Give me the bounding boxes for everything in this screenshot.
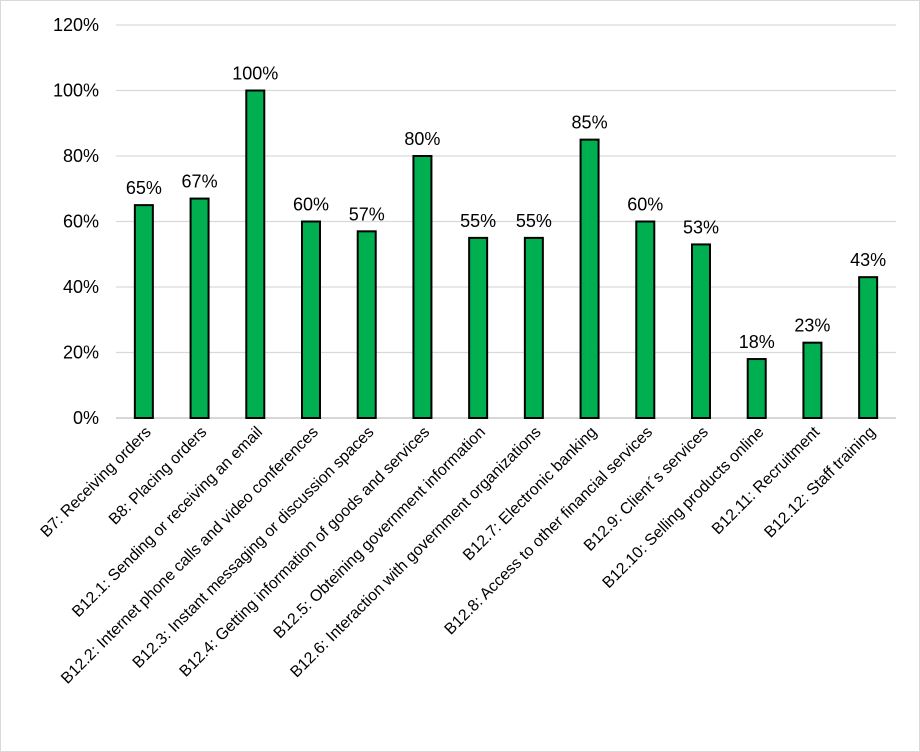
- data-label: 57%: [349, 204, 385, 224]
- y-tick-label: 20%: [63, 343, 99, 363]
- data-label: 80%: [404, 129, 440, 149]
- y-axis-ticks: 0% 20% 40% 60% 80% 100% 120%: [53, 15, 99, 428]
- data-label: 55%: [460, 211, 496, 231]
- bar: [635, 220, 656, 419]
- bar: [412, 155, 433, 419]
- bar: [858, 276, 879, 419]
- y-tick-label: 120%: [53, 15, 99, 35]
- data-label: 55%: [516, 211, 552, 231]
- y-tick-label: 80%: [63, 146, 99, 166]
- data-label: 60%: [627, 195, 663, 215]
- x-tick-label: B12.2: Internet phone calls and video co…: [58, 424, 322, 688]
- data-label: 67%: [182, 172, 218, 192]
- x-tick-label: B12.5: Obteining government information: [271, 424, 489, 642]
- bar: [189, 197, 210, 419]
- y-tick-label: 40%: [63, 277, 99, 297]
- data-label: 85%: [572, 113, 608, 133]
- bar: [133, 204, 154, 419]
- data-labels: 65% 67% 100% 60% 57% 80% 55% 55% 85% 60% 53% 18% 23%…: [126, 64, 886, 353]
- bar: [245, 89, 266, 419]
- bar: [802, 341, 823, 419]
- bar: [301, 220, 321, 419]
- data-label: 18%: [739, 332, 775, 352]
- data-label: 53%: [683, 217, 719, 237]
- bar: [468, 236, 489, 419]
- data-label: 43%: [850, 250, 886, 270]
- bar: [579, 138, 600, 419]
- bar: [523, 236, 544, 419]
- bar: [746, 358, 767, 419]
- bar: [356, 230, 377, 419]
- x-tick-label: B8: Placing orders: [106, 424, 210, 528]
- bar: [691, 243, 711, 419]
- x-tick-label: B12.12: Staff training: [761, 424, 878, 541]
- gridlines: [116, 24, 896, 419]
- x-tick-label: B12.8: Access to other financial service…: [442, 424, 657, 639]
- y-tick-label: 100%: [53, 81, 99, 101]
- data-label: 100%: [232, 64, 278, 84]
- bars: [133, 89, 879, 419]
- data-label: 65%: [126, 178, 162, 198]
- x-tick-label: B7: Receiving orders: [38, 424, 155, 541]
- y-tick-label: 0%: [73, 408, 99, 428]
- data-label: 23%: [794, 316, 830, 336]
- data-label: 60%: [293, 195, 329, 215]
- y-tick-label: 60%: [63, 212, 99, 232]
- x-tick-label: B12.11: Recruitment: [709, 423, 824, 538]
